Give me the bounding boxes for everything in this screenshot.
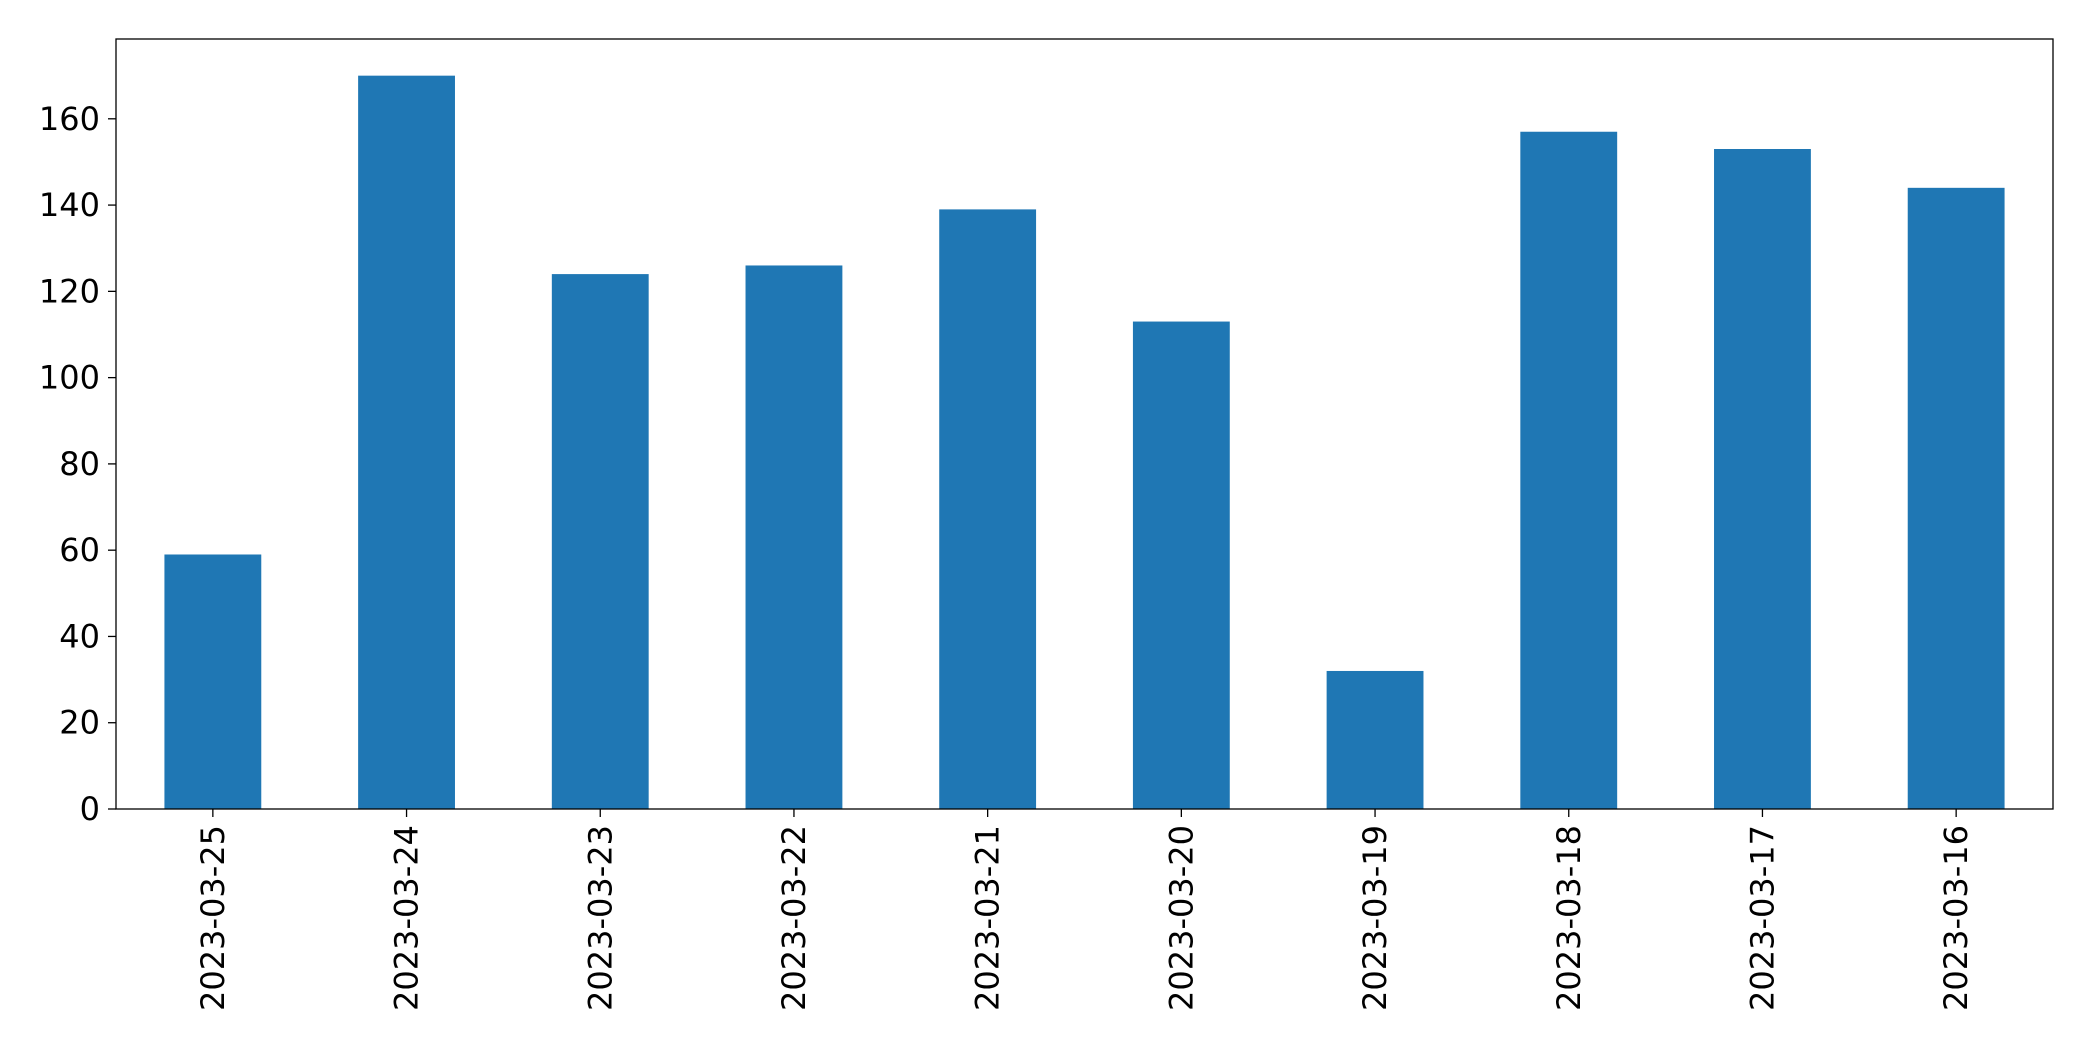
x-tick-label: 2023-03-22 xyxy=(775,825,813,1011)
bar xyxy=(358,75,455,809)
y-tick-label: 40 xyxy=(59,617,100,655)
y-tick-label: 140 xyxy=(39,186,100,224)
bar xyxy=(1714,149,1811,809)
y-tick-label: 120 xyxy=(39,272,100,310)
x-tick-label: 2023-03-21 xyxy=(969,825,1007,1011)
bar xyxy=(551,274,649,810)
x-tick-label: 2023-03-23 xyxy=(581,825,619,1011)
y-tick-label: 60 xyxy=(59,531,100,569)
y-tick-label: 20 xyxy=(59,704,100,742)
x-tick-label: 2023-03-17 xyxy=(1743,825,1781,1011)
x-tick-label: 2023-03-25 xyxy=(194,825,232,1011)
bar xyxy=(1907,187,2005,809)
bar xyxy=(1520,131,1618,809)
y-tick-label: 0 xyxy=(80,790,100,828)
bar xyxy=(1132,321,1230,809)
x-tick-label: 2023-03-24 xyxy=(388,825,426,1011)
y-tick-label: 80 xyxy=(59,445,100,483)
x-tick-label: 2023-03-19 xyxy=(1356,825,1394,1011)
bar xyxy=(164,554,262,809)
x-tick-label: 2023-03-20 xyxy=(1162,825,1200,1011)
y-tick-label: 160 xyxy=(39,100,100,138)
plot-frame xyxy=(115,38,2054,810)
x-tick-label: 2023-03-18 xyxy=(1550,825,1588,1011)
bar xyxy=(939,209,1037,809)
bar xyxy=(1326,670,1424,809)
x-tick-label: 2023-03-16 xyxy=(1937,825,1975,1011)
bar xyxy=(745,265,843,809)
y-tick-label: 100 xyxy=(39,359,100,397)
